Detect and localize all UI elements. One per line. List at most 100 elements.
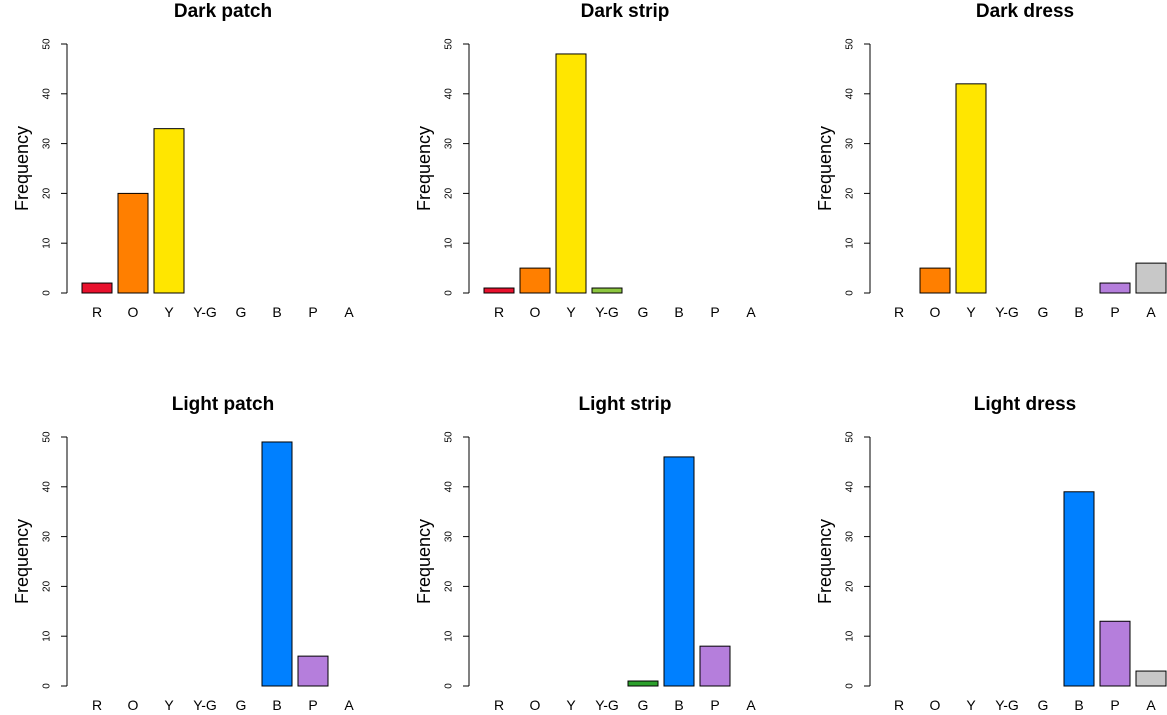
y-tick-label: 20 <box>845 187 856 199</box>
x-category-label: Y-G <box>193 304 217 320</box>
y-tick-label: 50 <box>444 431 455 443</box>
x-category-label: Y-G <box>595 697 619 713</box>
chart-panel-5: Light strip 0 10 20 30 40 50 Frequency R O Y Y-G G B P… <box>414 394 757 713</box>
bar-p <box>297 655 329 687</box>
y-tick-label: 10 <box>444 237 455 249</box>
y-tick-label: 40 <box>42 481 53 493</box>
x-category-label: O <box>930 697 941 713</box>
bar-o <box>519 267 551 294</box>
x-category-label: Y <box>566 697 576 713</box>
y-tick-label: 0 <box>42 290 53 296</box>
x-category-label: O <box>128 697 139 713</box>
x-category-label: G <box>1038 697 1049 713</box>
y-tick-label: 30 <box>444 531 455 543</box>
chart-title: Light strip <box>579 394 672 415</box>
y-tick-label: 20 <box>42 187 53 199</box>
y-tick-label: 0 <box>845 683 856 689</box>
x-category-label: A <box>746 304 756 320</box>
y-axis-label: Frequency <box>414 126 434 211</box>
x-category-label: B <box>1074 697 1083 713</box>
y-tick-label: 40 <box>845 88 856 100</box>
y-axis-label: Frequency <box>12 519 32 604</box>
x-category-label: O <box>530 697 541 713</box>
x-category-label: Y <box>164 304 174 320</box>
x-category-label: P <box>308 304 317 320</box>
chart-title: Dark strip <box>581 1 670 22</box>
x-category-label: O <box>930 304 941 320</box>
x-category-label: B <box>674 304 683 320</box>
bar-r <box>81 282 113 294</box>
y-tick-label: 10 <box>845 630 856 642</box>
y-axis-label: Frequency <box>815 519 835 604</box>
y-tick-label: 40 <box>845 481 856 493</box>
x-category-label: O <box>530 304 541 320</box>
chart-panel-4: Light patch 0 10 20 30 40 50 Frequency R O Y Y-G G B P… <box>12 394 355 713</box>
x-category-label: Y-G <box>995 304 1019 320</box>
x-category-label: G <box>638 697 649 713</box>
y-tick-label: 50 <box>444 38 455 50</box>
x-category-label: R <box>92 697 102 713</box>
x-category-label: B <box>674 697 683 713</box>
bar-p <box>1099 620 1131 687</box>
x-category-label: Y <box>164 697 174 713</box>
bar-y <box>153 128 185 294</box>
bar-b <box>261 441 293 687</box>
x-category-label: R <box>894 697 904 713</box>
y-axis-label: Frequency <box>414 519 434 604</box>
y-tick-label: 0 <box>444 683 455 689</box>
chart-panel-2: Dark strip 0 10 20 30 40 50 Frequency R O Y Y-G G B P A <box>414 1 757 320</box>
y-tick-label: 20 <box>444 580 455 592</box>
bar-o <box>919 267 951 294</box>
chart-panel-1: Dark patch 0 10 20 30 40 50 Frequency R O Y Y-G G B P A <box>12 1 355 320</box>
x-category-label: P <box>1110 697 1119 713</box>
x-category-label: Y-G <box>995 697 1019 713</box>
x-category-label: R <box>92 304 102 320</box>
y-tick-label: 40 <box>42 88 53 100</box>
bar-g <box>627 680 659 687</box>
y-tick-label: 30 <box>444 138 455 150</box>
x-category-label: P <box>308 697 317 713</box>
x-category-label: R <box>494 697 504 713</box>
y-tick-label: 10 <box>42 237 53 249</box>
x-category-label: P <box>1110 304 1119 320</box>
y-tick-label: 40 <box>444 88 455 100</box>
bar-b <box>663 456 695 687</box>
chart-panel-6: Light dress 0 10 20 30 40 50 Frequency R O Y Y-G G B P… <box>815 394 1167 713</box>
x-category-label: A <box>1146 697 1156 713</box>
bar-a <box>1135 262 1167 294</box>
y-tick-label: 10 <box>42 630 53 642</box>
chart-panel-3: Dark dress 0 10 20 30 40 50 Frequency R O Y Y-G G B P A <box>815 1 1167 320</box>
y-axis-label: Frequency <box>12 126 32 211</box>
bar-b <box>1063 491 1095 687</box>
x-category-label: A <box>344 697 354 713</box>
y-tick-label: 20 <box>845 580 856 592</box>
x-category-label: R <box>894 304 904 320</box>
x-category-label: Y <box>966 304 976 320</box>
y-tick-label: 10 <box>444 630 455 642</box>
chart-title: Light patch <box>172 394 274 415</box>
x-category-label: B <box>272 697 281 713</box>
y-axis-label: Frequency <box>815 126 835 211</box>
x-category-label: Y-G <box>595 304 619 320</box>
bar-o <box>117 192 149 294</box>
x-category-label: G <box>638 304 649 320</box>
x-category-label: B <box>272 304 281 320</box>
y-tick-label: 50 <box>42 431 53 443</box>
x-category-label: B <box>1074 304 1083 320</box>
x-category-label: P <box>710 697 719 713</box>
x-category-label: A <box>746 697 756 713</box>
x-category-label: R <box>494 304 504 320</box>
bar-p <box>699 645 731 687</box>
y-tick-label: 30 <box>845 531 856 543</box>
chart-title: Dark dress <box>976 1 1074 22</box>
x-category-label: Y <box>566 304 576 320</box>
bar-y <box>555 53 587 294</box>
y-tick-label: 50 <box>42 38 53 50</box>
x-category-label: Y <box>966 697 976 713</box>
x-category-label: O <box>128 304 139 320</box>
y-tick-label: 0 <box>42 683 53 689</box>
y-tick-label: 50 <box>845 38 856 50</box>
x-category-label: A <box>1146 304 1156 320</box>
y-tick-label: 0 <box>444 290 455 296</box>
